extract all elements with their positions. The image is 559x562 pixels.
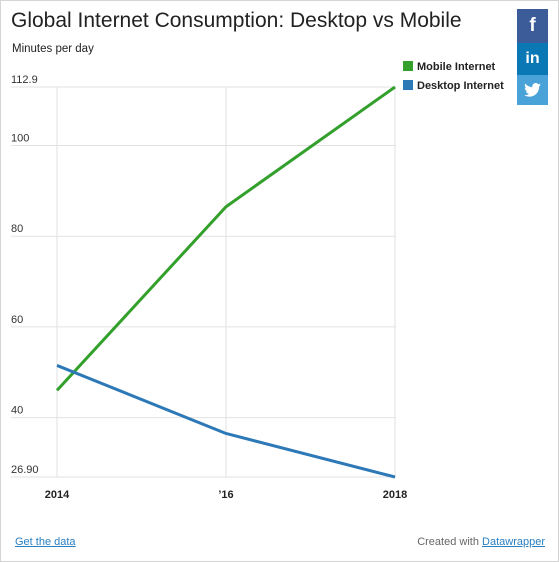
legend-label-desktop-internet: Desktop Internet	[417, 80, 504, 92]
legend-swatch-desktop-internet	[403, 80, 413, 90]
series-line-mobile-internet	[55, 85, 396, 392]
series-line-desktop-internet	[56, 364, 396, 479]
y-tick-label: 80	[11, 223, 23, 235]
linkedin-share-button[interactable]: in	[517, 43, 548, 75]
legend: Mobile Internet Desktop Internet	[403, 61, 504, 92]
get-the-data-link[interactable]: Get the data	[15, 536, 76, 548]
twitter-icon	[524, 83, 541, 97]
social-share-bar: f in	[517, 9, 548, 105]
series-lines	[55, 85, 396, 479]
grid	[11, 86, 396, 478]
y-tick-label: 26.90	[11, 464, 39, 476]
facebook-share-button[interactable]: f	[517, 9, 548, 43]
x-tick-label: 2018	[383, 489, 407, 501]
linkedin-icon: in	[525, 50, 540, 67]
created-with-text: Created with	[417, 536, 479, 548]
facebook-icon: f	[529, 15, 536, 36]
datawrapper-link[interactable]: Datawrapper	[482, 536, 545, 548]
x-tick-label: 2014	[45, 489, 70, 501]
y-axis-label: Minutes per day	[12, 43, 94, 55]
legend-swatch-mobile-internet	[403, 61, 413, 71]
x-ticks: 2014 ’16 2018	[45, 489, 407, 501]
y-tick-label: 100	[11, 133, 29, 145]
legend-label-mobile-internet: Mobile Internet	[417, 61, 496, 73]
y-tick-label: 112.9	[11, 74, 38, 86]
chart-title: Global Internet Consumption: Desktop vs …	[11, 9, 462, 32]
twitter-share-button[interactable]	[517, 75, 548, 105]
y-tick-label: 40	[11, 405, 23, 417]
x-tick-label: ’16	[218, 489, 233, 501]
created-with-credit: Created with Datawrapper	[417, 536, 545, 548]
y-ticks: 26.90 40 60 80 100 112.9	[11, 74, 39, 476]
y-tick-label: 60	[11, 314, 23, 326]
